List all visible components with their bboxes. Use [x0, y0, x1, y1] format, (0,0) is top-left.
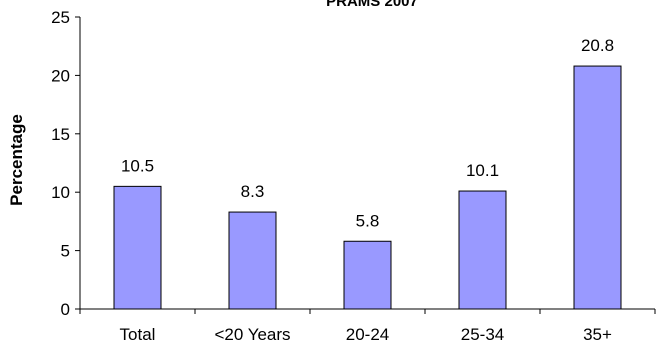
y-tick-label: 20 — [51, 66, 70, 85]
x-category-label: 35+ — [583, 325, 612, 344]
y-tick-label: 25 — [51, 8, 70, 27]
bar — [343, 240, 392, 310]
bars — [113, 65, 622, 310]
bar — [573, 65, 622, 310]
x-category-label: 25-34 — [461, 325, 504, 344]
data-labels: 10.5 8.3 5.8 10.1 20.8 — [121, 36, 614, 230]
data-label: 8.3 — [241, 182, 265, 201]
x-category-label: Total — [120, 325, 156, 344]
x-category-label: <20 Years — [214, 325, 290, 344]
data-label: 20.8 — [581, 36, 614, 55]
chart-title: PRAMS 2007 — [326, 0, 418, 10]
y-tick-label: 15 — [51, 125, 70, 144]
y-tick-label: 10 — [51, 183, 70, 202]
y-axis-title: Percentage — [7, 114, 26, 206]
y-tick-label: 5 — [61, 242, 70, 261]
data-label: 10.5 — [121, 156, 154, 175]
x-category-label: 20-24 — [346, 325, 389, 344]
y-axis: 0 5 10 15 20 25 — [51, 8, 81, 319]
bar — [228, 211, 277, 310]
y-tick-label: 0 — [61, 300, 70, 319]
data-label: 5.8 — [356, 211, 380, 230]
bar — [458, 190, 507, 310]
data-label: 10.1 — [466, 161, 499, 180]
x-axis: Total <20 Years 20-24 25-34 35+ — [79, 308, 656, 344]
bar — [113, 185, 162, 310]
